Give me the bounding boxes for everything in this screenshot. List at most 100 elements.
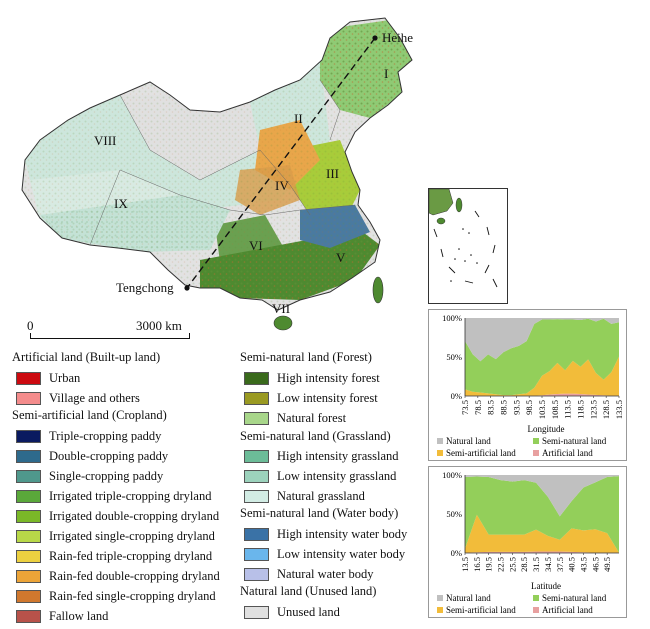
chart-legend-label: Semi-artificial land [446,605,516,615]
legend-swatch [16,430,41,443]
x-tick-label: 83.5 [486,400,496,415]
y-tick-label: 100% [442,470,462,480]
legend-swatch [16,610,41,623]
region-label-viii: VIII [94,133,117,148]
chart-legend-swatch [533,595,539,601]
x-tick-label: 46.5 [590,557,600,572]
x-tick-label: 128.5 [601,400,611,419]
x-tick-label: 93.5 [511,400,521,415]
land-use-map: I II III IV V VI VII VIII IX Heihe Tengc… [0,0,420,340]
chart-legend-swatch [437,607,443,613]
region-label-ii: II [294,111,303,126]
scale-start-label: 0 [27,318,34,333]
area-semi-artificial-land [465,514,619,553]
x-tick-label: 19.5 [484,557,494,572]
x-tick-label: 22.5 [496,557,506,572]
legend-swatch [16,550,41,563]
city-label-tengchong: Tengchong [116,280,174,295]
x-tick-label: 88.5 [499,400,509,415]
x-tick-label: 37.5 [555,557,565,572]
region-label-vi: VI [249,238,263,253]
area-semi-natural-land [465,318,619,396]
chart-legend-swatch [533,438,539,444]
x-tick-label: 103.5 [537,400,547,419]
area-artificial-land [465,393,619,396]
x-tick-label: 34.5 [543,557,553,572]
legend-swatch [244,548,269,561]
area-semi-artificial-land [465,356,619,396]
region-label-iii: III [326,166,339,181]
taiwan-island [372,276,384,304]
legend-title-grassland: Semi-natural land (Grassland) [240,429,391,443]
y-tick-label: 50% [446,509,462,519]
chart-legend-swatch [437,595,443,601]
legend-swatch [244,372,269,385]
x-tick-label: 40.5 [567,557,577,572]
legend-title-forest: Semi-natural land (Forest) [240,350,372,364]
legend-swatch [244,470,269,483]
x-tick-label: 133.5 [614,400,624,419]
x-tick-label: 118.5 [576,400,586,419]
chart-legend-label: Semi-natural land [542,593,607,603]
legend-title-semiartificial: Semi-artificial land (Cropland) [12,408,167,422]
province-lines [89,79,356,246]
legend-title-artificial: Artificial land (Built-up land) [12,350,161,364]
legend-swatch [244,568,269,581]
y-tick-label: 0% [451,548,462,558]
chart-legend-label: Artificial land [542,605,593,615]
chart-legend-swatch [533,450,539,456]
legend-title-unused: Natural land (Unused land) [240,584,377,598]
chart-legend-label: Semi-natural land [542,436,607,446]
chart-legend-label: Semi-artificial land [446,448,516,458]
area-natural-land [465,475,619,517]
longitude-chart-panel: 0% 50% 100% 73.5 78.5 83.5 88.5 93.5 98.5 103.5 10… [428,309,627,461]
region-label-ix: IX [114,196,128,211]
x-tick-label: 108.5 [550,400,560,419]
region-label-v: V [336,250,346,265]
legend-swatch [16,372,41,385]
x-tick-label: 98.5 [524,400,534,415]
longitude-chart: 0% 50% 100% 73.5 78.5 83.5 88.5 93.5 98.5 103.5 10… [437,313,624,458]
legend-swatch [244,606,269,619]
x-tick-label: 13.5 [460,557,470,572]
region-label-i: I [384,66,389,81]
chart-legend-label: Natural land [446,436,491,446]
legend-swatch [244,528,269,541]
region-label-vii: VII [272,301,291,316]
chart-legend-swatch [437,438,443,444]
latitude-chart-panel: 0% 50% 100% 13.5 16.5 19.5 22.5 25.5 28.5 31.5 34.… [428,466,627,618]
legend-swatch [16,570,41,583]
chart-legend-label: Natural land [446,593,491,603]
legend-swatch [16,490,41,503]
legend-swatch [16,510,41,523]
x-tick-label: 43.5 [578,557,588,572]
legend-swatch [244,450,269,463]
tengchong-point [184,285,190,291]
south-china-sea-inset [428,188,508,304]
chart-legend-swatch [533,607,539,613]
area-semi-natural-land [465,476,619,553]
scale-end-label: 3000 km [136,318,182,333]
legend-swatch [16,450,41,463]
x-tick-label: 78.5 [473,400,483,415]
scale-bar [30,333,190,339]
y-tick-label: 100% [442,313,462,323]
x-tick-label: 25.5 [507,557,517,572]
inset-svg [428,188,498,288]
x-axis-label: Longitude [528,424,565,434]
area-natural-land [465,318,619,362]
y-tick-label: 0% [451,391,462,401]
x-tick-label: 113.5 [563,400,573,419]
x-tick-label: 123.5 [588,400,598,419]
legend-swatch [16,470,41,483]
hainan-island [273,315,293,331]
legend-swatch [244,392,269,405]
chart-legend-swatch [437,450,443,456]
legend-title-water: Semi-natural land (Water body) [240,506,399,520]
region-label-iv: IV [275,178,289,193]
china-map-svg [21,17,413,331]
china-border [21,17,413,311]
legend-swatch [16,590,41,603]
x-tick-label: 28.5 [519,557,529,572]
legend-swatch [244,490,269,503]
